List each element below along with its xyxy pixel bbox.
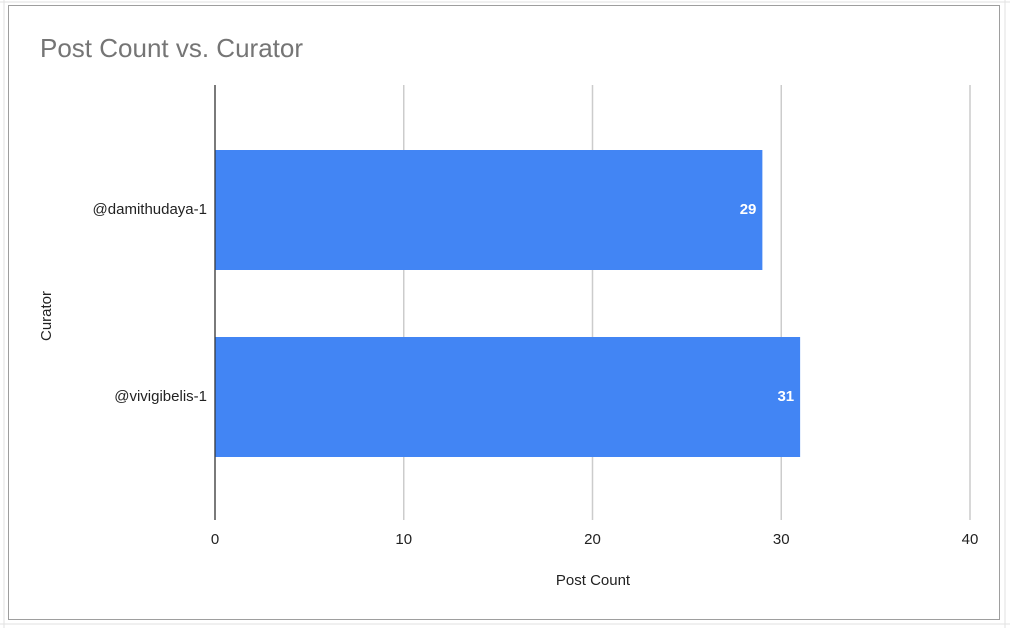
x-tick-label: 30 <box>773 531 790 548</box>
y-tick-label: @damithudaya-1 <box>93 201 207 218</box>
x-tick-label: 0 <box>211 531 219 548</box>
chart-title: Post Count vs. Curator <box>40 33 303 63</box>
bar <box>215 337 801 457</box>
x-tick-label: 40 <box>962 531 979 548</box>
x-axis-title: Post Count <box>556 572 631 589</box>
y-axis-title: Curator <box>38 291 55 341</box>
y-tick-label: @vivigibelis-1 <box>114 388 207 405</box>
data-label: 31 <box>777 388 794 405</box>
bar <box>215 150 763 270</box>
x-tick-label: 20 <box>584 531 601 548</box>
chart-frame <box>8 5 1000 620</box>
x-tick-label: 10 <box>395 531 412 548</box>
data-label: 29 <box>740 201 757 218</box>
